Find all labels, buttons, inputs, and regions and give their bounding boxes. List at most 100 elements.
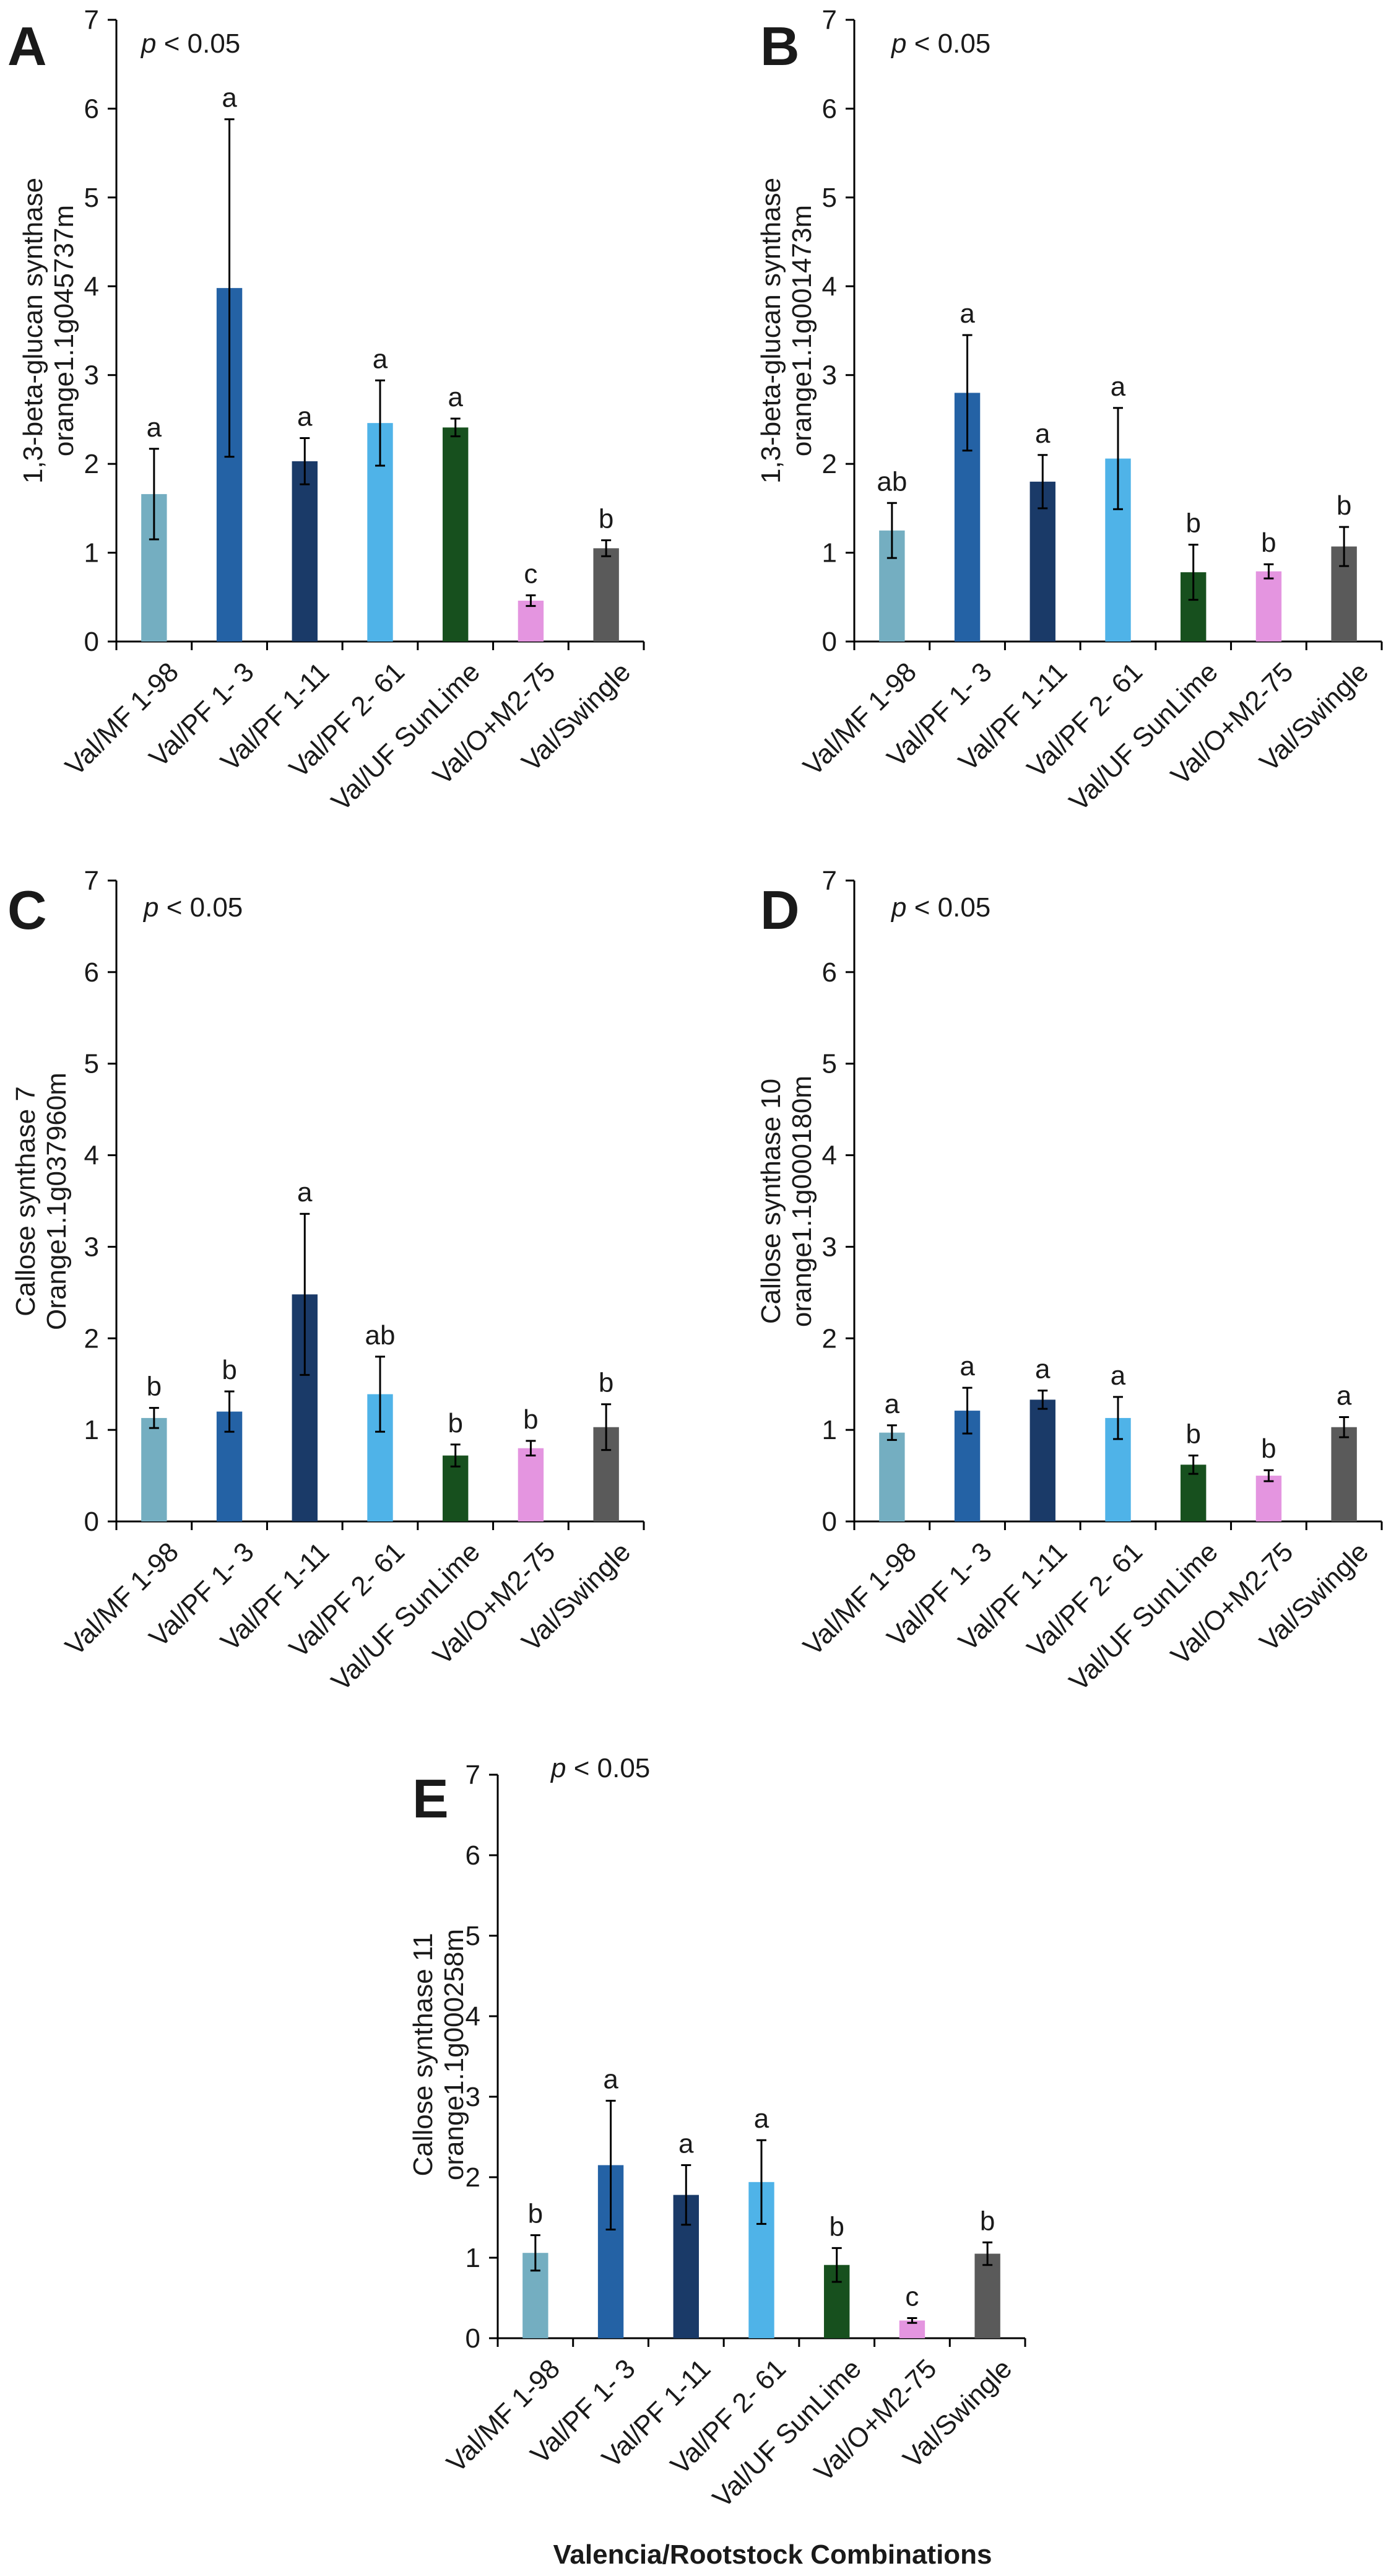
panel-e-significance-label: c bbox=[905, 2282, 919, 2312]
panel-a-significance-label: a bbox=[373, 344, 388, 374]
panel-a-bar bbox=[443, 427, 469, 642]
panel-e-significance-label: a bbox=[754, 2104, 769, 2134]
panel-c-y-tick-label: 6 bbox=[84, 957, 99, 988]
panel-a-y-tick-label: 1 bbox=[84, 538, 99, 568]
panel-d-significance-label: a bbox=[960, 1351, 975, 1382]
panel-d-y-tick-label: 0 bbox=[822, 1507, 837, 1537]
y-axis-label-line: Callose synthase 10 bbox=[756, 1079, 786, 1324]
panel-d-y-tick-label: 7 bbox=[822, 866, 837, 896]
panel-d-y-tick-label: 6 bbox=[822, 957, 837, 988]
panel-a-y-axis-label: 1,3-beta-glucan synthaseorange1.1g045737… bbox=[18, 178, 79, 484]
y-axis-label-line: orange1.1g045737m bbox=[49, 205, 79, 456]
p-value-threshold: < 0.05 bbox=[156, 28, 240, 59]
panel-a-p-value: p < 0.05 bbox=[140, 28, 240, 59]
panel-b-significance-label: a bbox=[1035, 419, 1051, 449]
panel-d-bar bbox=[1255, 1476, 1282, 1521]
panel-a-letter: A bbox=[7, 15, 47, 77]
panel-d-bar bbox=[1029, 1399, 1055, 1521]
panel-c-bar bbox=[141, 1417, 167, 1521]
panel-e-y-tick-label: 0 bbox=[466, 2323, 480, 2354]
panel-c-y-axis-label: Callose synthase 7Orange1.1g037960m bbox=[11, 1073, 72, 1330]
panel-b-significance-label: ab bbox=[877, 466, 907, 497]
panel-c-significance-label: b bbox=[599, 1368, 613, 1398]
panel-b-y-tick-label: 2 bbox=[822, 449, 837, 479]
panel-d-y-tick-label: 2 bbox=[822, 1323, 837, 1354]
panel-d-y-tick-label: 1 bbox=[822, 1415, 837, 1445]
p-value-italic: p bbox=[142, 892, 158, 923]
p-value-threshold: < 0.05 bbox=[566, 1753, 650, 1783]
panel-c-y-tick-label: 2 bbox=[84, 1323, 99, 1354]
panel-b-y-tick-label: 3 bbox=[822, 360, 837, 391]
panel-b-p-value: p < 0.05 bbox=[890, 28, 990, 59]
y-axis-label-line: 1,3-beta-glucan synthase bbox=[18, 178, 48, 484]
panel-c-y-tick-label: 7 bbox=[84, 866, 99, 896]
panel-a-significance-label: a bbox=[297, 402, 313, 432]
panel-c-significance-label: ab bbox=[365, 1320, 396, 1351]
panel-e-y-tick-label: 4 bbox=[466, 2001, 480, 2032]
y-axis-label-line: 1,3-beta-glucan synthase bbox=[756, 178, 786, 484]
panel-d-bar bbox=[879, 1432, 905, 1521]
panel-a-y-tick-label: 7 bbox=[84, 5, 99, 35]
p-value-threshold: < 0.05 bbox=[906, 28, 990, 59]
panel-b-y-tick-label: 7 bbox=[822, 5, 837, 35]
panel-b-significance-label: a bbox=[1111, 372, 1126, 402]
y-axis-label-line: Callose synthase 11 bbox=[408, 1933, 438, 2177]
panel-e-y-tick-label: 6 bbox=[466, 1840, 480, 1871]
panel-a-y-tick-label: 4 bbox=[84, 271, 99, 302]
panel-e-significance-label: a bbox=[603, 2065, 618, 2095]
panel-a-significance-label: b bbox=[599, 503, 613, 534]
panel-c-significance-label: a bbox=[297, 1177, 313, 1208]
panel-d-y-tick-label: 3 bbox=[822, 1232, 837, 1262]
panel-b-y-axis-label: 1,3-beta-glucan synthaseorange1.1g001473… bbox=[756, 178, 817, 484]
panel-a-significance-label: a bbox=[222, 83, 237, 113]
panel-e-significance-label: b bbox=[980, 2206, 995, 2236]
y-axis-label-line: orange1.1g000258m bbox=[439, 1929, 469, 2180]
panel-c-y-tick-label: 0 bbox=[84, 1507, 99, 1537]
panel-e-y-axis-label: Callose synthase 11orange1.1g000258m bbox=[408, 1929, 469, 2180]
panel-a-bar bbox=[292, 461, 318, 642]
panel-a-y-tick-label: 5 bbox=[84, 183, 99, 213]
panel-d-significance-label: b bbox=[1185, 1419, 1200, 1450]
panel-c-significance-label: b bbox=[448, 1408, 462, 1438]
panel-e-y-tick-label: 5 bbox=[466, 1921, 480, 1951]
panel-d-significance-label: a bbox=[885, 1389, 900, 1419]
p-value-italic: p bbox=[890, 28, 906, 59]
panel-a-bar bbox=[593, 548, 619, 642]
panel-b-significance-label: b bbox=[1261, 528, 1276, 558]
panel-e-y-tick-label: 1 bbox=[466, 2243, 480, 2273]
panel-a-significance-label: c bbox=[524, 559, 537, 589]
panel-c-y-tick-label: 1 bbox=[84, 1415, 99, 1445]
panel-e-p-value: p < 0.05 bbox=[550, 1753, 650, 1783]
panel-a-y-tick-label: 2 bbox=[84, 449, 99, 479]
p-value-italic: p bbox=[890, 892, 906, 923]
panel-e-y-tick-label: 2 bbox=[466, 2162, 480, 2193]
panel-a-bar bbox=[518, 601, 544, 642]
panel-b-bar bbox=[1255, 571, 1282, 642]
panel-c-y-tick-label: 3 bbox=[84, 1232, 99, 1262]
y-axis-label-line: orange1.1g000180m bbox=[787, 1076, 817, 1327]
x-axis-title: Valencia/Rootstock Combinations bbox=[553, 2539, 992, 2570]
panel-d-significance-label: b bbox=[1261, 1434, 1276, 1464]
y-axis-label-line: orange1.1g001473m bbox=[787, 205, 817, 456]
panel-a-significance-label: a bbox=[448, 382, 463, 412]
panel-d-y-axis-label: Callose synthase 10orange1.1g000180m bbox=[756, 1076, 817, 1327]
panel-c-bar bbox=[518, 1448, 544, 1521]
panel-c-p-value: p < 0.05 bbox=[142, 892, 243, 923]
panel-b-y-tick-label: 0 bbox=[822, 627, 837, 657]
panel-d-significance-label: a bbox=[1111, 1360, 1126, 1391]
panel-e-bar bbox=[974, 2253, 1000, 2338]
p-value-threshold: < 0.05 bbox=[158, 892, 243, 923]
panel-d-y-tick-label: 5 bbox=[822, 1049, 837, 1079]
panel-b-y-tick-label: 4 bbox=[822, 271, 837, 302]
panel-e-letter: E bbox=[412, 1768, 449, 1829]
panel-c-significance-label: b bbox=[147, 1372, 162, 1402]
panel-c-significance-label: b bbox=[523, 1404, 538, 1435]
panel-b-significance-label: a bbox=[960, 298, 975, 329]
panel-c-y-tick-label: 5 bbox=[84, 1049, 99, 1079]
panel-e-significance-label: b bbox=[829, 2211, 844, 2242]
p-value-italic: p bbox=[550, 1753, 566, 1783]
panel-c-y-tick-label: 4 bbox=[84, 1141, 99, 1171]
panel-e-y-tick-label: 7 bbox=[466, 1760, 480, 1790]
panel-d-letter: D bbox=[760, 879, 800, 941]
